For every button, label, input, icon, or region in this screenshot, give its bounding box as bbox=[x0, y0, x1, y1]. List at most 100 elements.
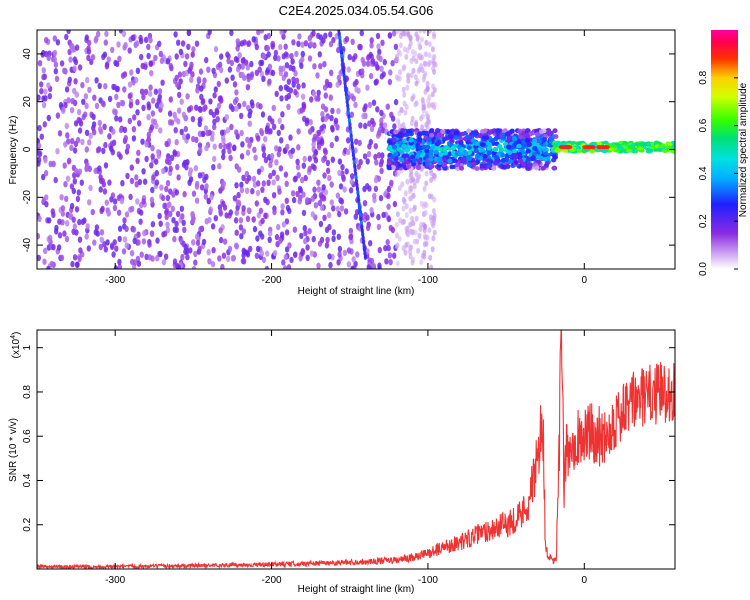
spectrogram-noise-cell bbox=[135, 99, 140, 106]
spectrogram-noise-cell bbox=[197, 172, 203, 179]
spectrogram-band-cell bbox=[390, 154, 396, 160]
spectrogram-noise-cell bbox=[64, 86, 70, 93]
spectrogram-band-cell bbox=[461, 158, 467, 164]
spectrogram-band-cell bbox=[386, 157, 393, 163]
spectrogram-noise-cell bbox=[385, 239, 390, 246]
spectrogram-noise-cell bbox=[146, 131, 151, 139]
spectrogram-noise-cell bbox=[115, 60, 120, 68]
spectrogram-noise-cell bbox=[70, 43, 75, 50]
spectrogram-noise-cell bbox=[75, 136, 81, 144]
spectrogram-noise-cell bbox=[296, 40, 301, 47]
spectrogram-noise-cell bbox=[148, 84, 153, 91]
spectrogram-noise-cell bbox=[405, 84, 410, 91]
spectrogram-noise-cell bbox=[121, 248, 127, 255]
spectrogram-band-cell bbox=[459, 131, 466, 137]
spectrogram-noise-cell bbox=[106, 56, 112, 63]
spectrogram-noise-cell bbox=[428, 254, 433, 261]
spectrogram-carrier-cell bbox=[602, 140, 609, 145]
spectrogram-noise-cell bbox=[139, 251, 144, 258]
spectrogram-noise-cell bbox=[284, 197, 289, 204]
spectrogram-noise-cell bbox=[193, 259, 198, 266]
spectrogram-noise-cell bbox=[94, 35, 99, 42]
spectrogram-noise-cell bbox=[109, 145, 114, 152]
spectrogram-noise-cell bbox=[379, 167, 384, 175]
spectrogram-noise-cell bbox=[168, 96, 173, 103]
spectrogram-noise-cell bbox=[182, 226, 187, 234]
spectrogram-noise-cell bbox=[144, 141, 149, 148]
spectrogram-noise-cell bbox=[161, 167, 166, 175]
snr-y-scale-label: (x104) bbox=[10, 332, 22, 359]
spectrogram-noise-cell bbox=[395, 30, 400, 34]
spectrogram-noise-cell bbox=[55, 112, 61, 119]
spectrogram-noise-cell bbox=[322, 147, 328, 154]
spectrogram-noise-cell bbox=[218, 142, 223, 150]
spectrogram-noise-cell bbox=[84, 233, 89, 240]
spectrogram-noise-cell bbox=[290, 147, 295, 154]
spectrogram-noise-cell bbox=[245, 84, 251, 91]
spectrogram-noise-cell bbox=[77, 236, 83, 243]
spectrogram-noise-cell bbox=[218, 208, 223, 215]
spectrogram-noise-cell bbox=[257, 66, 262, 73]
spectrogram-noise-cell bbox=[281, 33, 286, 40]
spectrogram-noise-cell bbox=[185, 93, 190, 100]
spectrogram-noise-cell bbox=[338, 69, 343, 77]
spectrogram-noise-cell bbox=[296, 83, 301, 90]
spectrogram-noise-cell bbox=[42, 258, 47, 265]
spectrogram-noise-cell bbox=[98, 125, 103, 133]
spectrogram-band-cell bbox=[399, 149, 405, 155]
spectrogram-noise-cell bbox=[195, 239, 201, 247]
spectrogram-noise-cell bbox=[230, 255, 236, 262]
spectrogram-noise-cell bbox=[308, 119, 313, 126]
spectrogram-noise-cell bbox=[174, 189, 179, 196]
spectrogram-carrier-cell bbox=[569, 148, 576, 153]
spectrogram-noise-cell bbox=[316, 144, 322, 151]
spectrogram-noise-cell bbox=[112, 198, 118, 205]
spectrogram-noise-cell bbox=[300, 176, 305, 184]
spectrogram-noise-cell bbox=[173, 31, 178, 38]
spectrogram-band-cell bbox=[474, 141, 480, 147]
spectrogram-noise-cell bbox=[362, 106, 367, 113]
spectrogram-noise-cell bbox=[51, 244, 56, 251]
spectrogram-noise-cell bbox=[299, 232, 304, 240]
spectrogram-noise-cell bbox=[198, 226, 203, 233]
spectrogram-noise-cell bbox=[37, 233, 41, 240]
spectrogram-noise-cell bbox=[299, 62, 304, 69]
spectrogram-noise-cell bbox=[163, 253, 169, 260]
spectrogram-band-cell bbox=[449, 164, 455, 170]
spectrogram-noise-cell bbox=[411, 93, 416, 100]
spectrogram-noise-cell bbox=[117, 258, 122, 266]
spectrogram-band-cell bbox=[453, 130, 459, 136]
spectrogram-noise-cell bbox=[426, 102, 431, 109]
spectrogram-noise-cell bbox=[258, 103, 263, 110]
spectrogram-noise-cell bbox=[377, 246, 382, 254]
spectrogram-noise-cell bbox=[236, 191, 241, 199]
spectrogram-noise-cell bbox=[175, 81, 180, 88]
spectrogram-noise-cell bbox=[131, 135, 137, 142]
spectrogram-noise-cell bbox=[359, 30, 364, 37]
spectrogram-noise-cell bbox=[290, 58, 295, 65]
spectrogram-noise-cell bbox=[147, 241, 152, 248]
colorbar-gradient bbox=[711, 30, 738, 269]
spectrogram-noise-cell bbox=[59, 194, 64, 201]
spectrogram-noise-cell bbox=[102, 51, 108, 58]
spectrogram-noise-cell bbox=[172, 258, 178, 265]
spectrogram-band-cell bbox=[415, 165, 421, 171]
spectrogram-noise-cell bbox=[271, 179, 276, 186]
spectrogram-noise-cell bbox=[283, 253, 288, 261]
spectrogram-noise-cell bbox=[373, 79, 378, 86]
spectrogram-noise-cell bbox=[260, 186, 265, 193]
spectrogram-band-cell bbox=[513, 155, 519, 160]
spectrogram-noise-cell bbox=[159, 102, 164, 109]
spectrogram-noise-cell bbox=[302, 155, 307, 163]
spectrogram-noise-cell bbox=[136, 260, 142, 267]
spectrogram-noise-cell bbox=[104, 30, 109, 38]
spectrogram-noise-cell bbox=[329, 141, 334, 149]
spectrogram-noise-cell bbox=[229, 59, 235, 67]
spectrogram-noise-cell bbox=[197, 245, 202, 252]
spectrogram-band-cell bbox=[525, 128, 531, 133]
spectrogram-noise-cell bbox=[127, 81, 133, 88]
spectrogram-noise-cell bbox=[44, 194, 49, 201]
spectrogram-noise-cell bbox=[303, 40, 309, 47]
spectrogram-band-cell bbox=[408, 137, 414, 143]
spectrogram-band-cell bbox=[486, 162, 492, 167]
